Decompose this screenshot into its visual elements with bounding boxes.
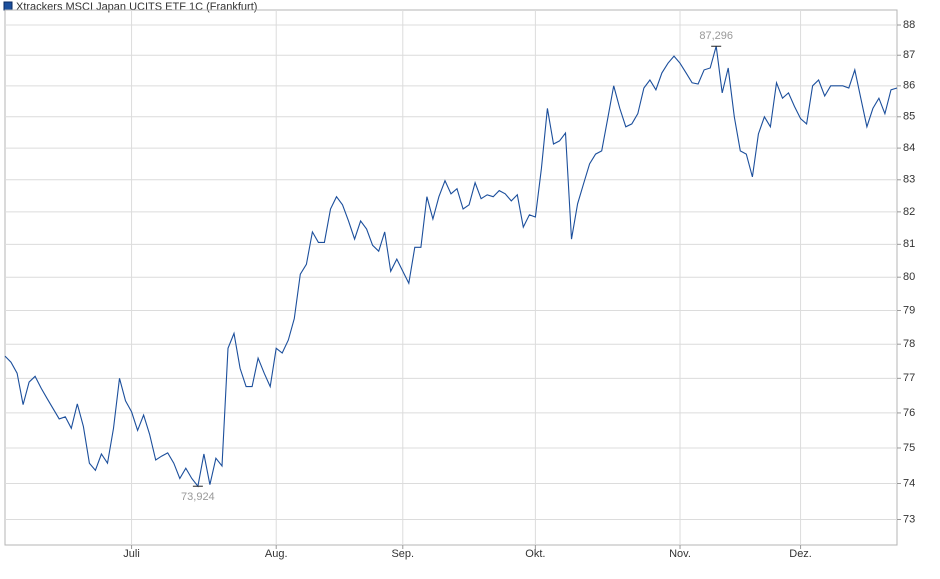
title-icon	[3, 1, 13, 11]
x-tick-label: Dez.	[789, 548, 812, 560]
x-tick-label: Nov.	[669, 548, 691, 560]
x-tick-label: Sep.	[391, 548, 414, 560]
x-tick-label: Okt.	[525, 548, 545, 560]
y-tick-label: 85	[903, 111, 915, 123]
y-tick-label: 81	[903, 238, 915, 250]
y-tick-label: 73	[903, 513, 915, 525]
y-tick-label: 84	[903, 142, 915, 154]
y-tick-label: 87	[903, 49, 915, 61]
y-tick-label: 77	[903, 372, 915, 384]
y-tick-label: 78	[903, 338, 915, 350]
annotation-label: 87,296	[699, 30, 733, 42]
y-tick-label: 82	[903, 206, 915, 218]
y-tick-label: 75	[903, 442, 915, 454]
chart-title: Xtrackers MSCI Japan UCITS ETF 1C (Frank…	[16, 1, 257, 13]
x-tick-label: Juli	[123, 548, 140, 560]
y-tick-label: 74	[903, 477, 915, 489]
y-tick-label: 79	[903, 304, 915, 316]
price-line	[4, 46, 898, 488]
annotation-label: 73,924	[181, 491, 215, 503]
y-tick-label: 80	[903, 271, 915, 283]
y-tick-label: 83	[903, 174, 915, 186]
x-tick-label: Aug.	[265, 548, 288, 560]
y-tick-label: 88	[903, 19, 915, 31]
y-tick-label: 86	[903, 80, 915, 92]
y-tick-label: 76	[903, 407, 915, 419]
